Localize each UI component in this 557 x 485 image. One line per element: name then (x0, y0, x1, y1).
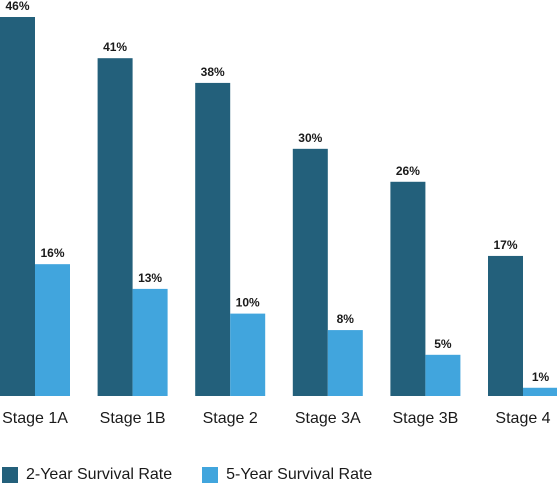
x-tick-label-stage-1a: Stage 1A (2, 410, 68, 427)
bar-2-year-stage-1a (0, 17, 35, 396)
bar-5-year-stage-1a (35, 264, 70, 396)
legend-label-5-year: 5-Year Survival Rate (226, 466, 373, 483)
x-tick-label-stage-4: Stage 4 (495, 410, 550, 427)
x-axis-tick-labels: Stage 1A Stage 1B Stage 2 Stage 3A Stage 3B S… (2, 410, 551, 427)
bar-2-year-stage-4 (488, 255, 523, 396)
bar-5-year-stage-2 (230, 313, 266, 396)
x-tick-label-stage-1b: Stage 1B (100, 410, 166, 427)
legend-item-5-year: 5-Year Survival Rate (202, 466, 372, 484)
data-label-5-year-stage-3a: 8% (337, 312, 355, 326)
legend-item-2-year: 2-Year Survival Rate (2, 466, 172, 484)
data-label-2-year-stage-1a: 46% (5, 0, 29, 13)
data-label-5-year-stage-3b: 5% (434, 337, 452, 351)
data-label-5-year-stage-1a: 16% (40, 246, 64, 260)
bar-2-year-stage-3b (390, 181, 426, 396)
bar-2-year-stage-1b (97, 58, 133, 397)
data-label-5-year-stage-2: 10% (236, 296, 260, 310)
bar-5-year-stage-1b (132, 288, 168, 396)
bars (0, 17, 557, 397)
data-label-5-year-stage-1b: 13% (138, 271, 162, 285)
data-label-2-year-stage-4: 17% (493, 238, 517, 252)
bar-5-year-stage-4 (523, 387, 557, 396)
bar-5-year-stage-3b (425, 354, 461, 396)
legend-swatch-5-year (202, 467, 219, 483)
bar-2-year-stage-2 (195, 82, 231, 397)
data-label-2-year-stage-3b: 26% (396, 164, 420, 178)
bar-5-year-stage-3a (327, 330, 363, 396)
data-labels: 46% 16% 41% 13% 38% 10% 30% 8% 26% 5% 17% 1% (5, 0, 549, 384)
x-tick-label-stage-3a: Stage 3A (295, 410, 361, 427)
data-label-2-year-stage-3a: 30% (298, 131, 322, 145)
x-tick-label-stage-3b: Stage 3B (392, 410, 458, 427)
data-label-2-year-stage-2: 38% (201, 65, 225, 79)
x-tick-label-stage-2: Stage 2 (203, 410, 258, 427)
legend-label-2-year: 2-Year Survival Rate (26, 466, 173, 483)
data-label-2-year-stage-1b: 41% (103, 40, 127, 54)
legend-swatch-2-year (2, 467, 18, 483)
legend: 2-Year Survival Rate 5-Year Survival Rat… (2, 466, 402, 484)
bar-2-year-stage-3a (292, 148, 328, 396)
data-label-5-year-stage-4: 1% (532, 370, 550, 384)
